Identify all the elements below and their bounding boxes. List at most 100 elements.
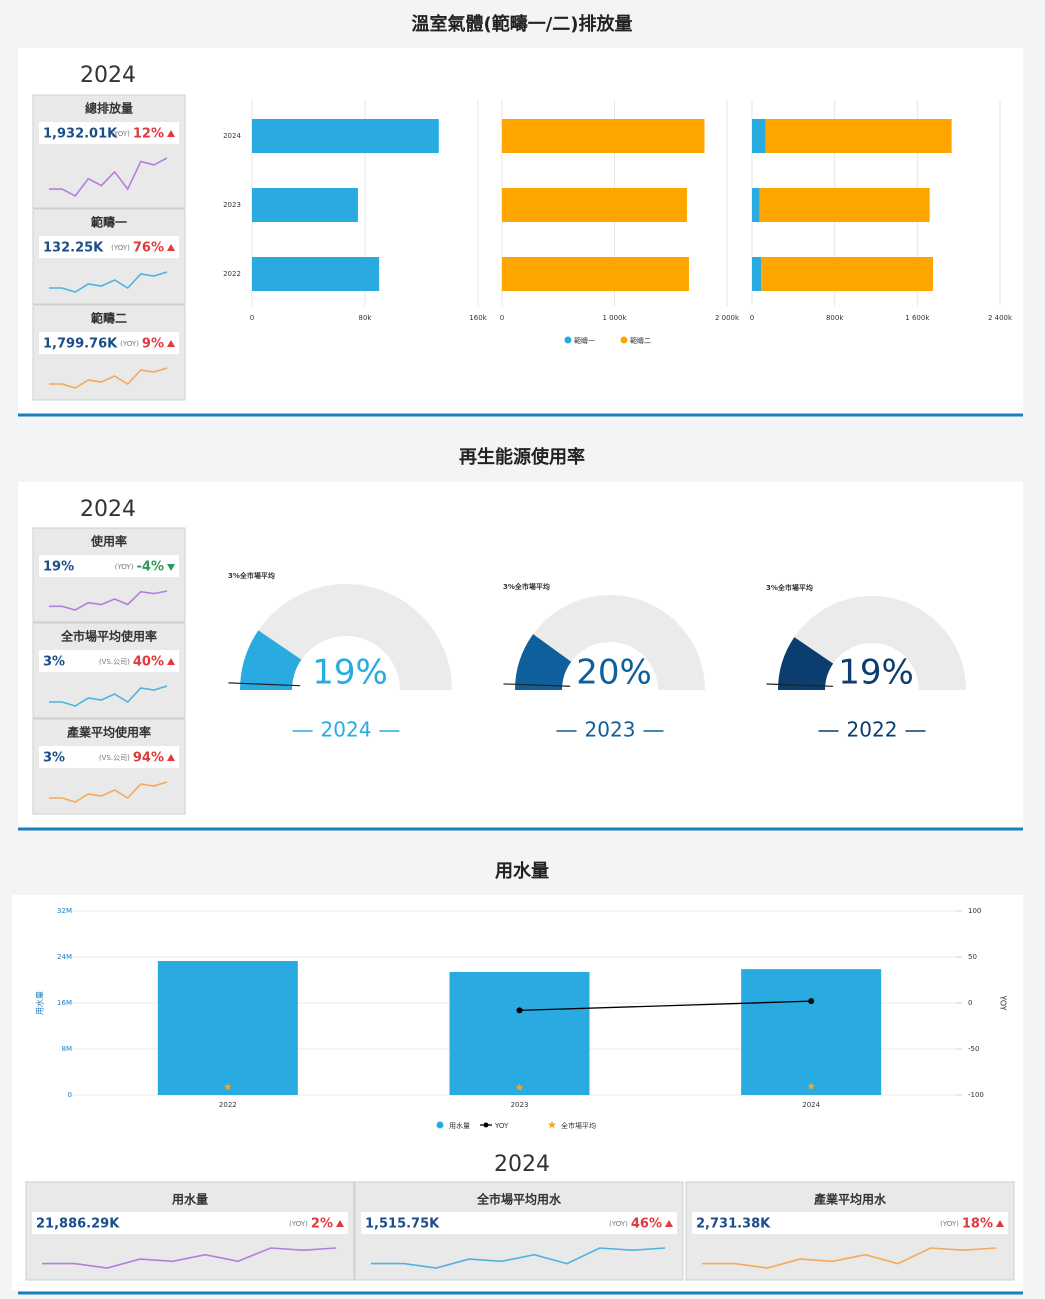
section-title: 再生能源使用率 <box>459 446 585 468</box>
kpi-compare: (YOY) <box>940 1220 959 1228</box>
kpi-value: 1,932.01K <box>43 127 118 142</box>
legend-marker <box>620 336 628 344</box>
kpi-value-box <box>32 1212 348 1234</box>
x-tick-label: 0 <box>750 314 754 322</box>
x-tick-label: 80k <box>359 314 373 322</box>
market-average-marker <box>766 683 834 687</box>
legend-label: 範疇一 <box>574 336 595 345</box>
marker-label: 3%全市場平均 <box>228 571 275 580</box>
bar <box>752 257 762 291</box>
section-title: 溫室氣體(範疇一/二)排放量 <box>411 13 632 35</box>
kpi-value-box <box>39 236 179 258</box>
x-tick-label: 1 600k <box>905 314 930 322</box>
kpi-value: 2,731.38K <box>696 1217 771 1232</box>
legend-marker <box>564 336 572 344</box>
kpi-value: 3% <box>43 655 65 670</box>
market-average-marker <box>503 683 571 687</box>
kpi-value-box <box>39 122 179 144</box>
kpi-label: 全市場平均用水 <box>476 1192 562 1207</box>
sparkline <box>49 781 168 803</box>
trend-arrow <box>167 340 175 347</box>
gauge-year: 2024 <box>321 718 372 742</box>
trend-arrow <box>665 1220 673 1227</box>
x-tick-label: 800k <box>826 314 844 322</box>
gauge-value-label: 19% <box>838 653 914 693</box>
sparkline <box>42 1247 337 1269</box>
kpi-compare: (YOY) <box>115 563 134 571</box>
x-tick-label: 2024 <box>802 1101 820 1109</box>
kpi-change: 9% <box>142 337 164 352</box>
kpi-label: 用水量 <box>171 1192 208 1207</box>
legend-marker <box>548 1121 556 1129</box>
kpi-value: 3% <box>43 751 65 766</box>
y-tick-label: 24M <box>57 953 72 961</box>
x-tick-label: 2023 <box>511 1101 529 1109</box>
x-tick-label: 0 <box>500 314 504 322</box>
gauge-year: 2023 <box>585 718 636 742</box>
kpi-value-box <box>39 555 179 577</box>
y-axis-label: 用水量 <box>35 991 45 1015</box>
bar <box>752 119 766 153</box>
kpi-value: 19% <box>43 560 74 575</box>
legend-label: YOY <box>494 1122 509 1130</box>
kpi-label: 範疇一 <box>91 215 127 230</box>
sparkline <box>371 1247 666 1269</box>
bar <box>765 119 952 153</box>
bar <box>252 257 380 291</box>
y-tick-label: 2023 <box>223 201 241 209</box>
gauge-year: 2022 <box>847 718 898 742</box>
y-tick-label: 2022 <box>223 270 241 278</box>
kpi-change: 40% <box>133 655 164 670</box>
sparkline <box>702 1247 997 1269</box>
kpi-value: 21,886.29K <box>36 1217 120 1232</box>
kpi-compare: (YOY) <box>609 1220 628 1228</box>
kpi-compare: (VS.公司) <box>99 658 130 666</box>
y-tick-label: 8M <box>62 1045 73 1053</box>
y2-tick-label: 50 <box>968 953 977 961</box>
kpi-label: 產業平均使用率 <box>66 725 151 740</box>
kpi-label: 範疇二 <box>91 311 127 326</box>
gauge-value <box>515 634 572 690</box>
kpi-change: 94% <box>133 751 164 766</box>
kpi-change: 46% <box>631 1217 662 1232</box>
scatter-point <box>515 1083 524 1091</box>
legend-label: 全市場平均 <box>561 1121 596 1130</box>
kpi-change: 18% <box>962 1217 993 1232</box>
bar <box>761 257 934 291</box>
kpi-label: 全市場平均使用率 <box>60 629 157 644</box>
legend-marker <box>436 1121 444 1129</box>
kpi-value: 1,515.75K <box>365 1217 440 1232</box>
kpi-value-box <box>39 332 179 354</box>
kpi-label: 產業平均用水 <box>813 1192 887 1207</box>
bar <box>252 119 439 153</box>
year: 2024 <box>80 497 136 522</box>
x-tick-label: 0 <box>250 314 254 322</box>
kpi-value-box <box>361 1212 677 1234</box>
kpi-change: 2% <box>311 1217 333 1232</box>
x-tick-label: 1 000k <box>602 314 627 322</box>
year: 2024 <box>80 63 136 88</box>
sparkline <box>49 367 168 389</box>
x-tick-label: 2022 <box>219 1101 237 1109</box>
sparkline <box>49 271 168 293</box>
bar <box>741 969 882 1095</box>
y2-tick-label: 100 <box>968 907 981 915</box>
sparkline <box>49 590 168 611</box>
kpi-change: 76% <box>133 241 164 256</box>
y2-tick-label: 0 <box>968 999 972 1007</box>
kpi-label: 使用率 <box>90 534 127 549</box>
sparkline <box>49 157 168 198</box>
kpi-compare: (YOY) <box>120 340 139 348</box>
scatter-point <box>224 1083 232 1091</box>
trend-arrow <box>336 1220 344 1227</box>
kpi-compare: (YOY) <box>111 130 130 138</box>
trend-arrow <box>167 244 175 251</box>
bar <box>502 188 687 222</box>
kpi-value-box <box>39 650 179 672</box>
trend-arrow <box>167 130 175 137</box>
y-tick-label: 0 <box>68 1091 72 1099</box>
gauge-value-label: 20% <box>576 653 652 693</box>
x-tick-label: 2 400k <box>988 314 1013 322</box>
legend-marker <box>483 1122 489 1128</box>
